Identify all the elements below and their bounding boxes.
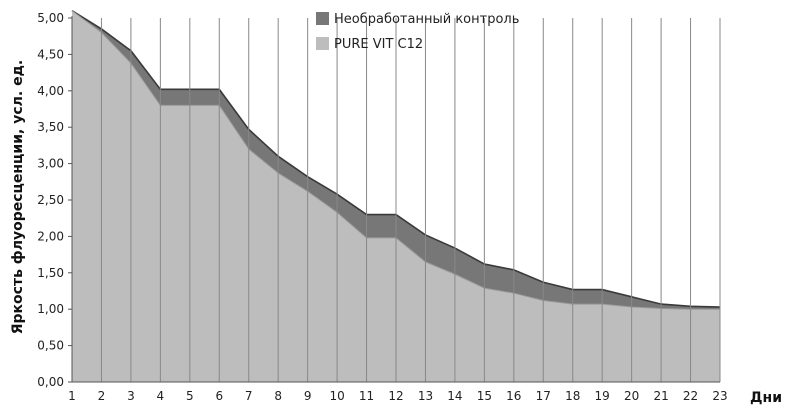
x-tick-label: 23 [712, 389, 727, 403]
y-tick-label: 1,50 [37, 266, 64, 280]
y-tick-label: 1,00 [37, 302, 64, 316]
x-tick-label: 13 [418, 389, 433, 403]
x-tick-label: 20 [624, 389, 639, 403]
x-tick-label: 22 [683, 389, 698, 403]
legend-label-2: PURE VIT C12 [334, 37, 423, 52]
y-tick-label: 3,00 [37, 157, 64, 171]
legend: Необработанный контроль PURE VIT C12 [316, 12, 519, 52]
x-tick-label: 3 [127, 389, 135, 403]
x-tick-label: 17 [536, 389, 551, 403]
y-tick-label: 5,00 [37, 11, 64, 25]
axes [71, 16, 720, 383]
y-tick-label: 0,00 [37, 375, 64, 389]
x-axis-title: Дни [750, 390, 782, 406]
x-tick-label: 15 [477, 389, 492, 403]
y-tick-label: 2,50 [37, 193, 64, 207]
y-tick-label: 3,50 [37, 120, 64, 134]
x-tick-label: 9 [304, 389, 312, 403]
x-tick-label: 7 [245, 389, 253, 403]
legend-swatch-2 [316, 37, 329, 50]
y-tick-label: 0,50 [37, 339, 64, 353]
x-tick-label: 12 [388, 389, 403, 403]
area-series-2 [72, 10, 720, 382]
y-tick-label: 4,00 [37, 84, 64, 98]
x-tick-labels: 1 2 3 4 5 6 7 8 9 10 11 12 13 14 15 16 17 18 19 20 21 22 23 [68, 389, 727, 403]
x-tick-label: 6 [215, 389, 223, 403]
x-tick-label: 19 [595, 389, 610, 403]
x-tick-label: 10 [329, 389, 344, 403]
y-tick-labels: 0,00 0,50 1,00 1,50 2,00 2,50 3,00 3,50 4,00 4,50… [37, 11, 72, 389]
x-tick-label: 14 [447, 389, 462, 403]
legend-swatch-1 [316, 12, 329, 25]
x-tick-label: 5 [186, 389, 194, 403]
x-tick-label: 1 [68, 389, 76, 403]
x-tick-label: 2 [98, 389, 106, 403]
y-axis-title: Яркость флуоресценции, усл. ед. [10, 60, 26, 335]
x-gridlines [71, 18, 721, 382]
y-tick-label: 2,00 [37, 229, 64, 243]
x-tick-label: 11 [359, 389, 374, 403]
x-tick-label: 4 [157, 389, 165, 403]
y-tick-label: 4,50 [37, 47, 64, 61]
x-tick-label: 16 [506, 389, 521, 403]
x-tick-label: 8 [274, 389, 282, 403]
x-tick-label: 21 [653, 389, 668, 403]
x-tick-label: 18 [565, 389, 580, 403]
legend-label-1: Необработанный контроль [334, 12, 519, 27]
